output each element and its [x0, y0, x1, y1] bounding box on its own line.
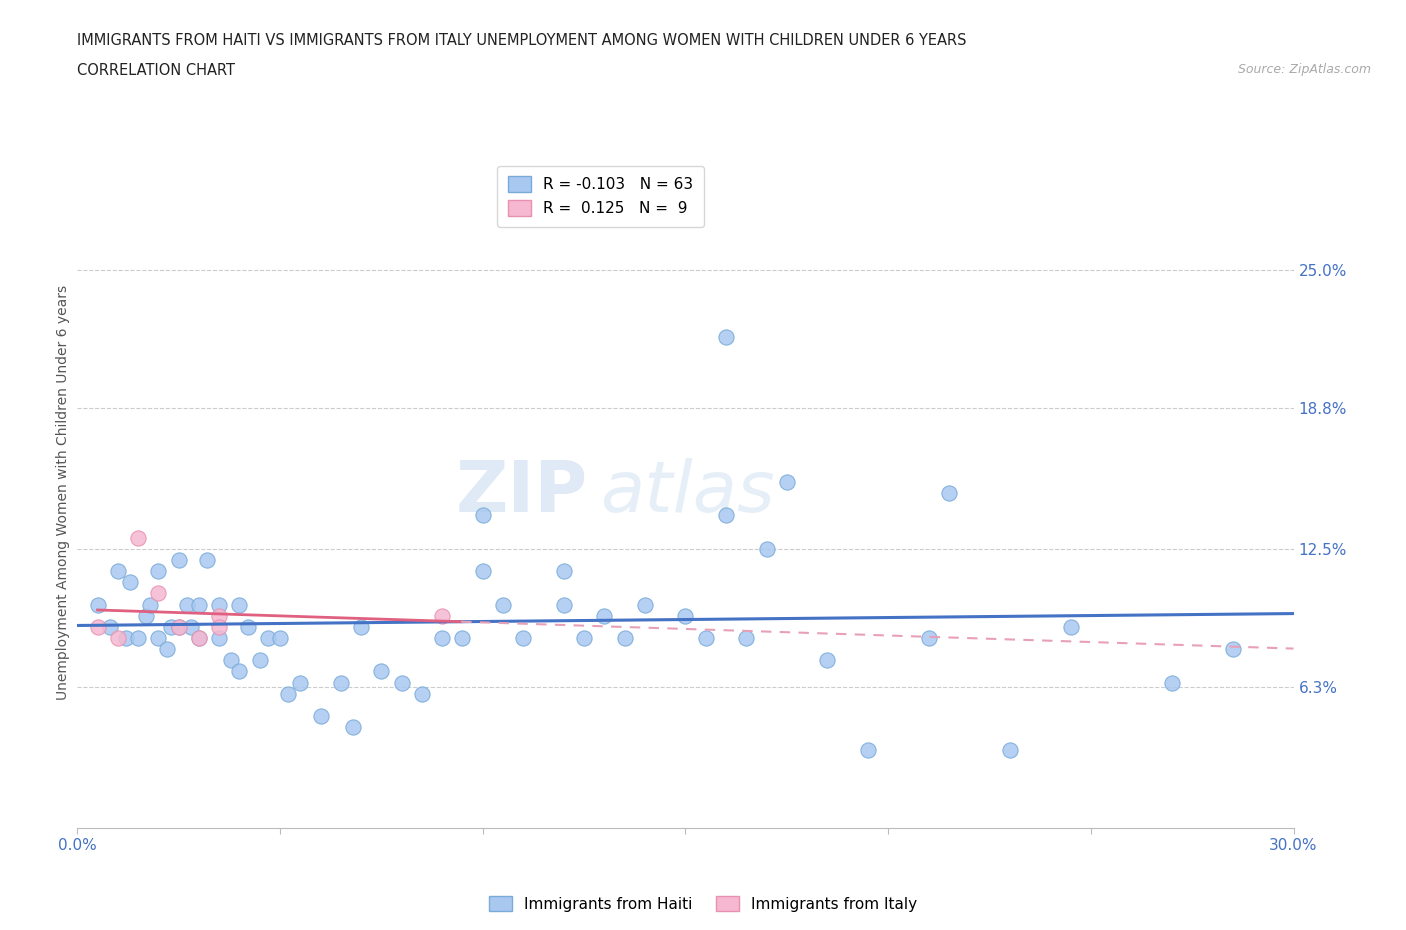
Point: [309, 709, 332, 724]
Point: [1222, 642, 1244, 657]
Text: IMMIGRANTS FROM HAITI VS IMMIGRANTS FROM ITALY UNEMPLOYMENT AMONG WOMEN WITH CHI: IMMIGRANTS FROM HAITI VS IMMIGRANTS FROM…: [77, 33, 967, 47]
Point: [208, 631, 231, 645]
Point: [350, 619, 373, 634]
Point: [391, 675, 413, 690]
Point: [553, 597, 575, 612]
Point: [675, 608, 697, 623]
Point: [98, 619, 121, 634]
Point: [159, 619, 181, 634]
Legend: Immigrants from Haiti, Immigrants from Italy: Immigrants from Haiti, Immigrants from I…: [484, 889, 922, 918]
Point: [228, 597, 250, 612]
Point: [107, 631, 129, 645]
Point: [938, 485, 960, 500]
Point: [918, 631, 941, 645]
Point: [208, 619, 231, 634]
Point: [1161, 675, 1184, 690]
Point: [613, 631, 636, 645]
Point: [236, 619, 259, 634]
Point: [471, 508, 494, 523]
Point: [553, 564, 575, 578]
Point: [127, 631, 149, 645]
Point: [714, 508, 737, 523]
Point: [342, 720, 364, 735]
Point: [735, 631, 758, 645]
Point: [139, 597, 162, 612]
Point: [228, 664, 250, 679]
Point: [127, 530, 149, 545]
Point: [492, 597, 515, 612]
Point: [148, 586, 170, 601]
Point: [257, 631, 280, 645]
Point: [188, 631, 211, 645]
Point: [572, 631, 595, 645]
Point: [451, 631, 474, 645]
Point: [155, 642, 177, 657]
Point: [208, 608, 231, 623]
Point: [269, 631, 291, 645]
Point: [1059, 619, 1081, 634]
Point: [148, 631, 170, 645]
Point: [167, 619, 190, 634]
Point: [115, 631, 138, 645]
Point: [135, 608, 157, 623]
Legend: R = -0.103   N = 63, R =  0.125   N =  9: R = -0.103 N = 63, R = 0.125 N = 9: [496, 166, 703, 227]
Point: [86, 597, 108, 612]
Text: atlas: atlas: [600, 458, 775, 527]
Point: [290, 675, 312, 690]
Point: [714, 329, 737, 344]
Point: [329, 675, 352, 690]
Point: [856, 742, 879, 757]
Point: [221, 653, 243, 668]
Point: [998, 742, 1021, 757]
Point: [86, 619, 108, 634]
Point: [188, 597, 211, 612]
Point: [411, 686, 433, 701]
Point: [430, 631, 453, 645]
Point: [634, 597, 657, 612]
Point: [430, 608, 453, 623]
Point: [208, 597, 231, 612]
Point: [176, 597, 198, 612]
Point: [370, 664, 392, 679]
Point: [167, 619, 190, 634]
Text: ZIP: ZIP: [456, 458, 588, 527]
Text: CORRELATION CHART: CORRELATION CHART: [77, 63, 235, 78]
Point: [167, 552, 190, 567]
Y-axis label: Unemployment Among Women with Children Under 6 years: Unemployment Among Women with Children U…: [56, 286, 70, 700]
Point: [815, 653, 838, 668]
Point: [277, 686, 299, 701]
Point: [471, 564, 494, 578]
Point: [695, 631, 717, 645]
Point: [776, 474, 799, 489]
Point: [512, 631, 534, 645]
Point: [107, 564, 129, 578]
Point: [249, 653, 271, 668]
Point: [593, 608, 616, 623]
Point: [180, 619, 202, 634]
Point: [148, 564, 170, 578]
Point: [195, 552, 218, 567]
Point: [118, 575, 141, 590]
Point: [755, 541, 778, 556]
Text: Source: ZipAtlas.com: Source: ZipAtlas.com: [1237, 63, 1371, 76]
Point: [188, 631, 211, 645]
